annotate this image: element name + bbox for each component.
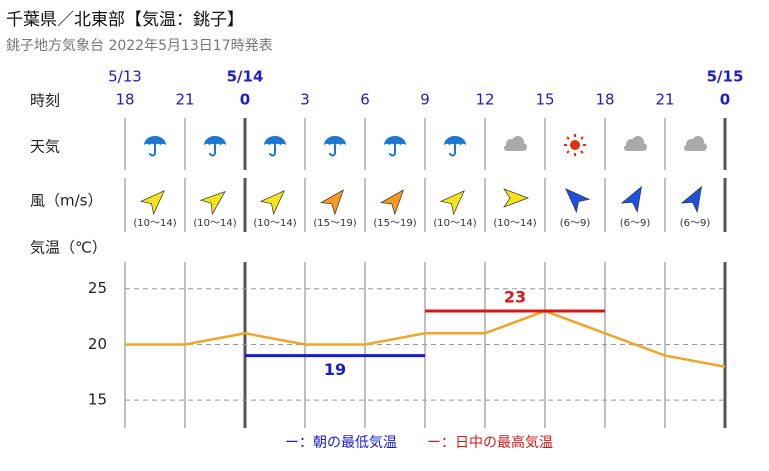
legend-entry: ー：朝の最低気温 — [285, 435, 397, 451]
x-tick-label: 21 — [655, 91, 674, 109]
x-tick-label: 15 — [535, 91, 554, 109]
wind-speed: (10～14) — [493, 218, 536, 229]
y-tick-label: 25 — [88, 279, 107, 297]
row-label: 風（m/s） — [30, 192, 102, 210]
x-tick-label: 6 — [360, 91, 370, 109]
wind-speed: (10～14) — [133, 218, 176, 229]
legend-entry: ー：日中の最高気温 — [427, 434, 553, 451]
x-tick-label: 12 — [475, 91, 494, 109]
title: 千葉県／北東部【気温：銚子】 — [6, 10, 244, 30]
x-tick-label: 9 — [420, 91, 430, 109]
x-tick-label: 18 — [595, 91, 614, 109]
wind-speed: (10～14) — [433, 218, 476, 229]
x-tick-label: 3 — [300, 91, 310, 109]
x-tick-label: 0 — [720, 91, 730, 109]
data-label: 19 — [324, 360, 346, 379]
wind-speed: (10～14) — [253, 218, 296, 229]
y-tick-label: 20 — [88, 335, 107, 353]
row-label: 天気 — [30, 138, 60, 156]
y-tick-label: 15 — [88, 391, 107, 409]
wind-speed: (15～19) — [373, 218, 416, 229]
wind-speed: (6～9) — [560, 218, 591, 229]
row-label: 時刻 — [30, 92, 60, 110]
temperature-line — [125, 309, 726, 368]
subtitle: 銚子地方気象台 2022年5月13日17時発表 — [6, 38, 273, 54]
row-label: 気温（℃） — [30, 239, 107, 257]
x-tick-label: 0 — [240, 91, 250, 109]
wind-speed: (15～19) — [313, 218, 356, 229]
x-tick-label: 21 — [175, 91, 194, 109]
date-label: 5/14 — [227, 68, 264, 86]
date-label: 5/13 — [108, 68, 142, 86]
wind-speed: (6～9) — [620, 218, 651, 229]
date-label: 5/15 — [707, 68, 744, 86]
wind-speed: (6～9) — [680, 218, 711, 229]
x-tick-label: 18 — [115, 91, 134, 109]
data-label: 23 — [504, 288, 526, 307]
wind-speed: (10～14) — [193, 218, 236, 229]
